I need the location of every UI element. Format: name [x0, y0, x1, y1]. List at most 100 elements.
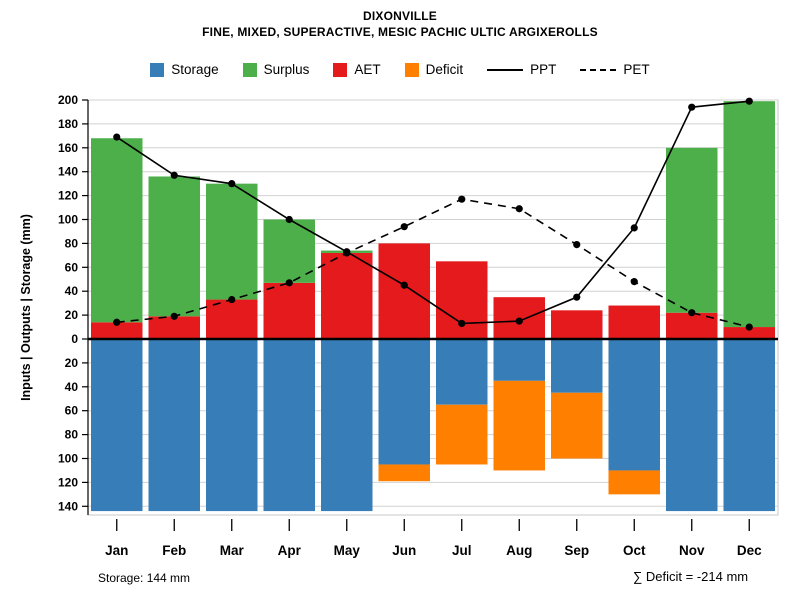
svg-text:20: 20 — [65, 356, 79, 370]
chart-subtitle: FINE, MIXED, SUPERACTIVE, MESIC PACHIC U… — [202, 25, 598, 39]
month-label: Feb — [162, 543, 186, 558]
legend-item-ppt: PPT — [487, 62, 556, 77]
svg-text:140: 140 — [58, 165, 78, 179]
surplus-bar — [206, 183, 258, 300]
storage-swatch — [150, 62, 165, 77]
surplus-swatch — [242, 62, 257, 77]
ppt-marker — [113, 133, 121, 141]
aet-bar — [91, 322, 143, 339]
deficit-sum-note: ∑ Deficit = -214 mm — [633, 569, 749, 584]
storage-bar — [91, 339, 143, 512]
pet-marker — [745, 323, 753, 331]
svg-text:60: 60 — [65, 260, 79, 274]
month-label: Mar — [220, 543, 245, 558]
surplus-bar — [723, 101, 775, 328]
legend-item-pet: PET — [580, 62, 650, 77]
pet-line-sample — [580, 68, 617, 71]
month-label: Jan — [105, 543, 128, 558]
svg-text:80: 80 — [65, 428, 79, 442]
aet-swatch — [333, 62, 348, 77]
deficit-bar — [493, 380, 545, 471]
chart-title: DIXONVILLE — [362, 9, 437, 23]
storage-bar — [263, 339, 315, 512]
svg-text:80: 80 — [65, 236, 79, 250]
pet-marker — [688, 309, 696, 317]
storage-bar — [608, 339, 660, 471]
svg-text:100: 100 — [58, 452, 78, 466]
deficit-bar — [378, 464, 430, 482]
deficit-bar — [436, 404, 488, 465]
pet-marker — [228, 295, 236, 304]
month-label: Oct — [623, 543, 646, 558]
ppt-marker — [170, 171, 178, 179]
storage-bar — [321, 339, 373, 512]
aet-bar — [608, 305, 660, 339]
legend-item-aet: AET — [333, 62, 381, 77]
month-label: Jul — [452, 543, 472, 558]
pet-marker — [343, 249, 351, 257]
storage-note: Storage: 144 mm — [98, 571, 191, 585]
month-label: May — [334, 543, 361, 558]
pet-line — [113, 195, 753, 331]
aet-bar — [206, 299, 258, 339]
ppt-marker — [228, 180, 236, 188]
svg-text:40: 40 — [65, 284, 79, 298]
legend-label: PET — [623, 62, 650, 77]
svg-text:200: 200 — [58, 93, 78, 107]
pet-marker — [113, 318, 121, 326]
aet-bar — [723, 327, 775, 339]
aet-bar — [436, 261, 488, 339]
surplus-bar — [666, 147, 718, 313]
aet-bar — [551, 310, 603, 339]
aet-bar — [321, 252, 373, 339]
ppt-marker — [400, 281, 408, 289]
pet-marker — [515, 205, 523, 213]
month-label: Sep — [564, 543, 589, 558]
aet-bar — [148, 316, 200, 339]
deficit-bar — [551, 392, 603, 459]
storage-bar — [378, 339, 430, 465]
svg-text:0: 0 — [71, 332, 78, 346]
ppt-marker — [630, 224, 638, 232]
svg-text:120: 120 — [58, 189, 78, 203]
legend-label: AET — [354, 62, 381, 77]
month-label: Jun — [392, 543, 416, 558]
legend-item-surplus: Surplus — [242, 62, 309, 77]
month-label: Nov — [679, 543, 705, 558]
storage-bar — [206, 339, 258, 512]
legend-label: Storage — [171, 62, 219, 77]
y-axis-label: Inputs | Outputs | Storage (mm) — [19, 214, 33, 401]
svg-text:160: 160 — [58, 141, 78, 155]
ppt-line-sample — [487, 68, 524, 71]
bars — [91, 101, 775, 512]
storage-bar — [723, 339, 775, 512]
surplus-bar — [91, 138, 143, 323]
pet-marker — [573, 240, 581, 249]
storage-bar — [148, 339, 200, 512]
aet-bar — [378, 243, 430, 339]
x-axis: Jan Feb Mar Apr May Jun Jul Aug Sep Oct Nov Dec — [105, 519, 762, 558]
legend-label: Deficit — [425, 62, 464, 77]
svg-text:40: 40 — [65, 380, 79, 394]
pet-marker — [285, 279, 293, 287]
month-label: Aug — [506, 543, 532, 558]
ppt-marker — [515, 317, 523, 325]
surplus-bar — [263, 219, 315, 283]
ppt-marker — [458, 319, 466, 328]
storage-bar — [436, 339, 488, 405]
legend: Storage Surplus AET Deficit PPT PET — [0, 62, 800, 77]
storage-bar — [666, 339, 718, 512]
month-label: Dec — [737, 543, 762, 558]
month-label: Apr — [278, 543, 302, 558]
svg-text:180: 180 — [58, 117, 78, 131]
gridlines — [88, 99, 778, 507]
legend-item-deficit: Deficit — [404, 62, 464, 77]
svg-text:100: 100 — [58, 213, 78, 227]
pet-marker — [458, 195, 466, 203]
pet-marker — [630, 278, 638, 286]
y-axis: 2001801601401201008060402002040608010012… — [58, 93, 89, 515]
svg-text:120: 120 — [58, 475, 78, 489]
svg-text:20: 20 — [65, 308, 79, 322]
